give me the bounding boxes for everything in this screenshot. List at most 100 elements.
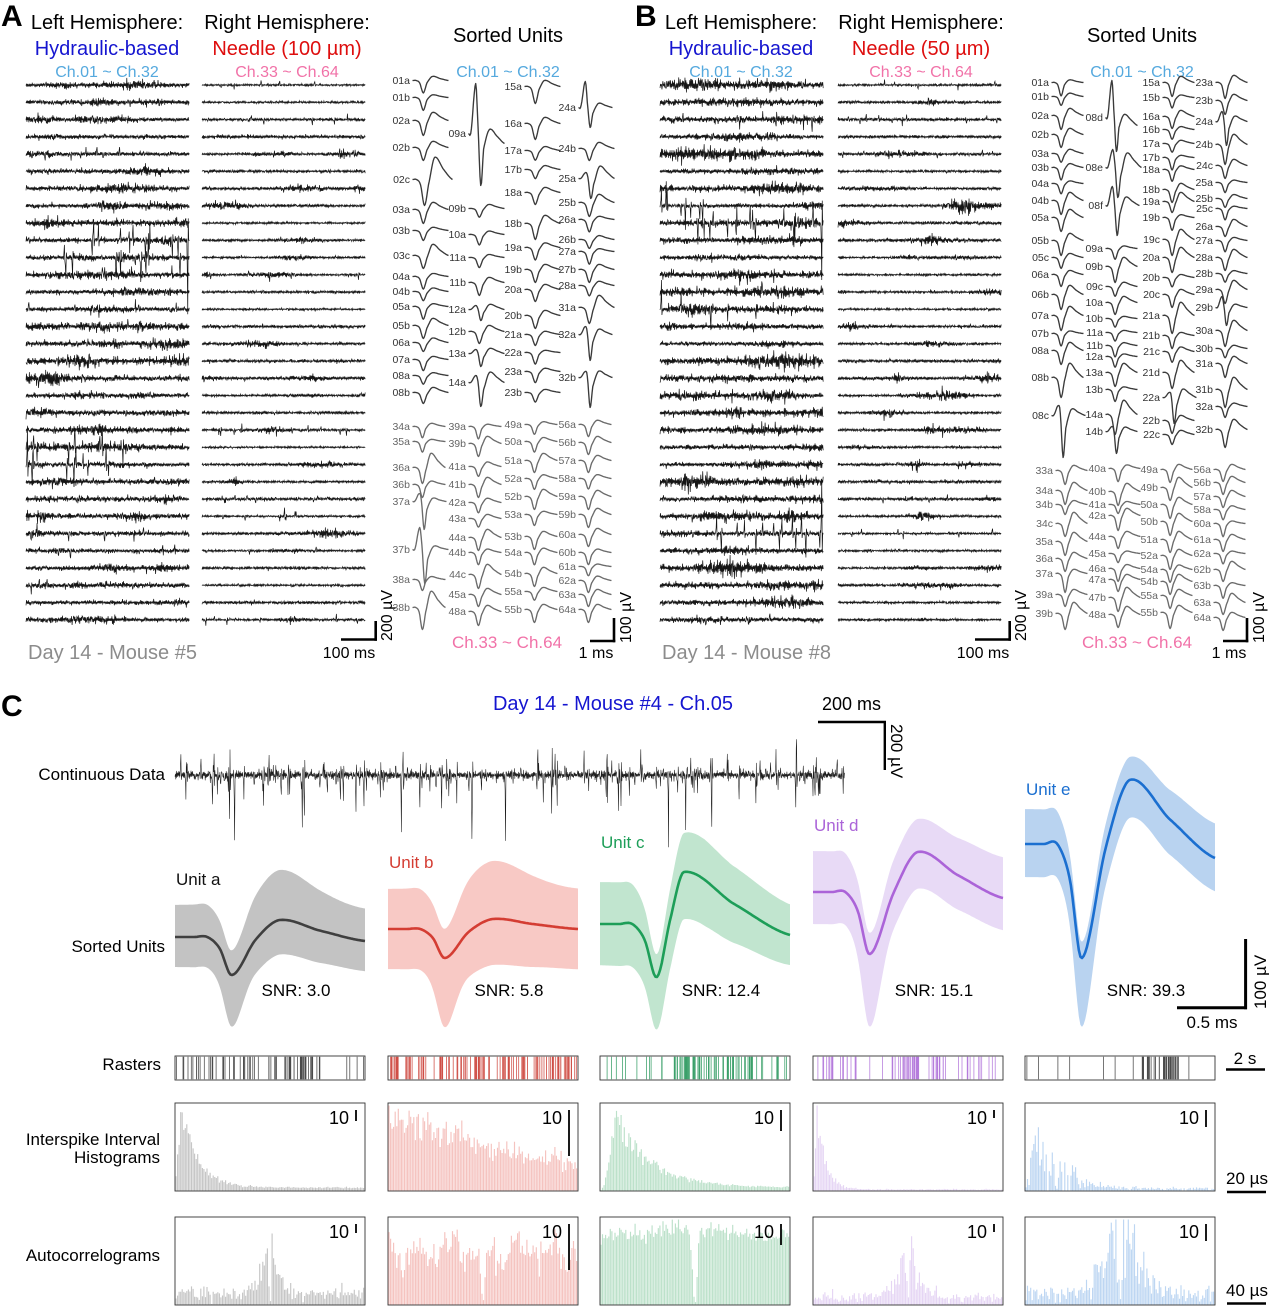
svg-text:Left Hemisphere:: Left Hemisphere: xyxy=(31,12,183,34)
svg-text:56a: 56a xyxy=(558,419,576,431)
svg-text:09c: 09c xyxy=(1086,281,1103,293)
svg-text:61a: 61a xyxy=(1193,534,1211,546)
svg-text:06a: 06a xyxy=(1031,269,1049,281)
svg-text:25b: 25b xyxy=(1195,193,1213,205)
svg-text:55a: 55a xyxy=(1140,590,1158,602)
svg-text:34a: 34a xyxy=(1035,485,1053,497)
svg-text:63b: 63b xyxy=(1193,580,1211,592)
svg-text:58a: 58a xyxy=(558,473,576,485)
svg-text:36b: 36b xyxy=(392,479,410,491)
svg-text:03b: 03b xyxy=(392,225,410,237)
svg-text:63a: 63a xyxy=(1193,597,1211,609)
svg-text:07a: 07a xyxy=(392,354,410,366)
svg-text:200 ms: 200 ms xyxy=(822,694,881,714)
svg-text:08d: 08d xyxy=(1085,112,1103,124)
svg-text:10: 10 xyxy=(542,1222,562,1242)
svg-text:61a: 61a xyxy=(558,561,576,573)
svg-text:08e: 08e xyxy=(1085,162,1103,174)
svg-text:Interspike Interval: Interspike Interval xyxy=(26,1130,160,1149)
svg-text:06a: 06a xyxy=(392,337,410,349)
svg-text:27a: 27a xyxy=(1195,235,1213,247)
svg-text:06b: 06b xyxy=(1031,289,1049,301)
svg-text:19c: 19c xyxy=(1143,234,1160,246)
svg-text:14a: 14a xyxy=(448,377,466,389)
svg-text:16b: 16b xyxy=(1142,124,1160,136)
svg-text:04b: 04b xyxy=(392,286,410,298)
svg-text:25c: 25c xyxy=(1196,203,1213,215)
svg-text:Ch.33 ~ Ch.64: Ch.33 ~ Ch.64 xyxy=(1082,633,1192,652)
svg-text:10: 10 xyxy=(754,1222,774,1242)
svg-text:03c: 03c xyxy=(393,250,410,262)
svg-text:SNR: 15.1: SNR: 15.1 xyxy=(895,981,973,1000)
svg-text:42a: 42a xyxy=(448,497,466,509)
svg-text:57a: 57a xyxy=(1193,491,1211,503)
svg-text:Hydraulic-based: Hydraulic-based xyxy=(669,38,814,60)
svg-text:25a: 25a xyxy=(558,173,576,185)
svg-text:40 µs: 40 µs xyxy=(1226,1281,1268,1300)
svg-text:100 µV: 100 µV xyxy=(1251,592,1268,643)
svg-text:10: 10 xyxy=(542,1108,562,1128)
svg-text:60b: 60b xyxy=(558,547,576,559)
svg-text:02c: 02c xyxy=(393,174,410,186)
svg-text:54a: 54a xyxy=(504,547,522,559)
svg-text:39a: 39a xyxy=(1035,589,1053,601)
svg-text:24a: 24a xyxy=(558,102,576,114)
svg-text:41a: 41a xyxy=(1088,499,1106,511)
svg-text:23b: 23b xyxy=(1195,95,1213,107)
svg-text:30a: 30a xyxy=(1195,325,1213,337)
svg-text:34c: 34c xyxy=(1036,518,1053,530)
svg-text:Ch.01 ~ Ch.32: Ch.01 ~ Ch.32 xyxy=(689,64,793,81)
svg-text:Sorted Units: Sorted Units xyxy=(71,937,165,956)
svg-text:26a: 26a xyxy=(1195,221,1213,233)
svg-text:07a: 07a xyxy=(1031,310,1049,322)
svg-text:01a: 01a xyxy=(392,75,410,87)
svg-text:02b: 02b xyxy=(392,142,410,154)
svg-text:57a: 57a xyxy=(558,455,576,467)
svg-text:31b: 31b xyxy=(1195,384,1213,396)
svg-text:17a: 17a xyxy=(504,145,522,157)
svg-text:20 µs: 20 µs xyxy=(1226,1169,1268,1188)
svg-text:31a: 31a xyxy=(558,302,576,314)
svg-text:12a: 12a xyxy=(448,304,466,316)
svg-text:05c: 05c xyxy=(1032,252,1049,264)
svg-text:30b: 30b xyxy=(1195,343,1213,355)
svg-text:43a: 43a xyxy=(448,513,466,525)
svg-text:09b: 09b xyxy=(1085,261,1103,273)
svg-text:20b: 20b xyxy=(1142,272,1160,284)
svg-text:20b: 20b xyxy=(504,310,522,322)
svg-text:23b: 23b xyxy=(504,387,522,399)
svg-text:50a: 50a xyxy=(1140,499,1158,511)
svg-text:22c: 22c xyxy=(1143,429,1160,441)
svg-text:18a: 18a xyxy=(1142,164,1160,176)
svg-text:09a: 09a xyxy=(1085,243,1103,255)
svg-text:36a: 36a xyxy=(392,462,410,474)
svg-text:44a: 44a xyxy=(1088,531,1106,543)
svg-text:52b: 52b xyxy=(504,491,522,503)
svg-text:Unit d: Unit d xyxy=(814,816,858,835)
svg-text:Day 14 - Mouse #5: Day 14 - Mouse #5 xyxy=(28,642,197,664)
svg-text:01b: 01b xyxy=(392,92,410,104)
svg-text:45a: 45a xyxy=(448,589,466,601)
svg-text:54a: 54a xyxy=(1140,564,1158,576)
svg-text:19a: 19a xyxy=(1142,196,1160,208)
svg-text:13b: 13b xyxy=(1085,384,1103,396)
svg-text:55a: 55a xyxy=(504,586,522,598)
svg-text:14a: 14a xyxy=(1085,409,1103,421)
svg-text:08b: 08b xyxy=(392,387,410,399)
svg-text:31a: 31a xyxy=(1195,358,1213,370)
svg-text:21a: 21a xyxy=(504,329,522,341)
svg-text:37a: 37a xyxy=(392,496,410,508)
svg-text:100 µV: 100 µV xyxy=(1251,954,1269,1009)
svg-text:18b: 18b xyxy=(1142,184,1160,196)
svg-text:21b: 21b xyxy=(1142,330,1160,342)
svg-text:Unit b: Unit b xyxy=(389,853,433,872)
svg-text:03b: 03b xyxy=(1031,162,1049,174)
svg-text:48a: 48a xyxy=(448,606,466,618)
svg-text:64a: 64a xyxy=(558,604,576,616)
svg-text:19a: 19a xyxy=(504,242,522,254)
svg-text:SNR: 3.0: SNR: 3.0 xyxy=(262,981,331,1000)
svg-text:56b: 56b xyxy=(1193,477,1211,489)
svg-text:17b: 17b xyxy=(1142,152,1160,164)
svg-text:21c: 21c xyxy=(1143,346,1160,358)
svg-text:08a: 08a xyxy=(392,370,410,382)
